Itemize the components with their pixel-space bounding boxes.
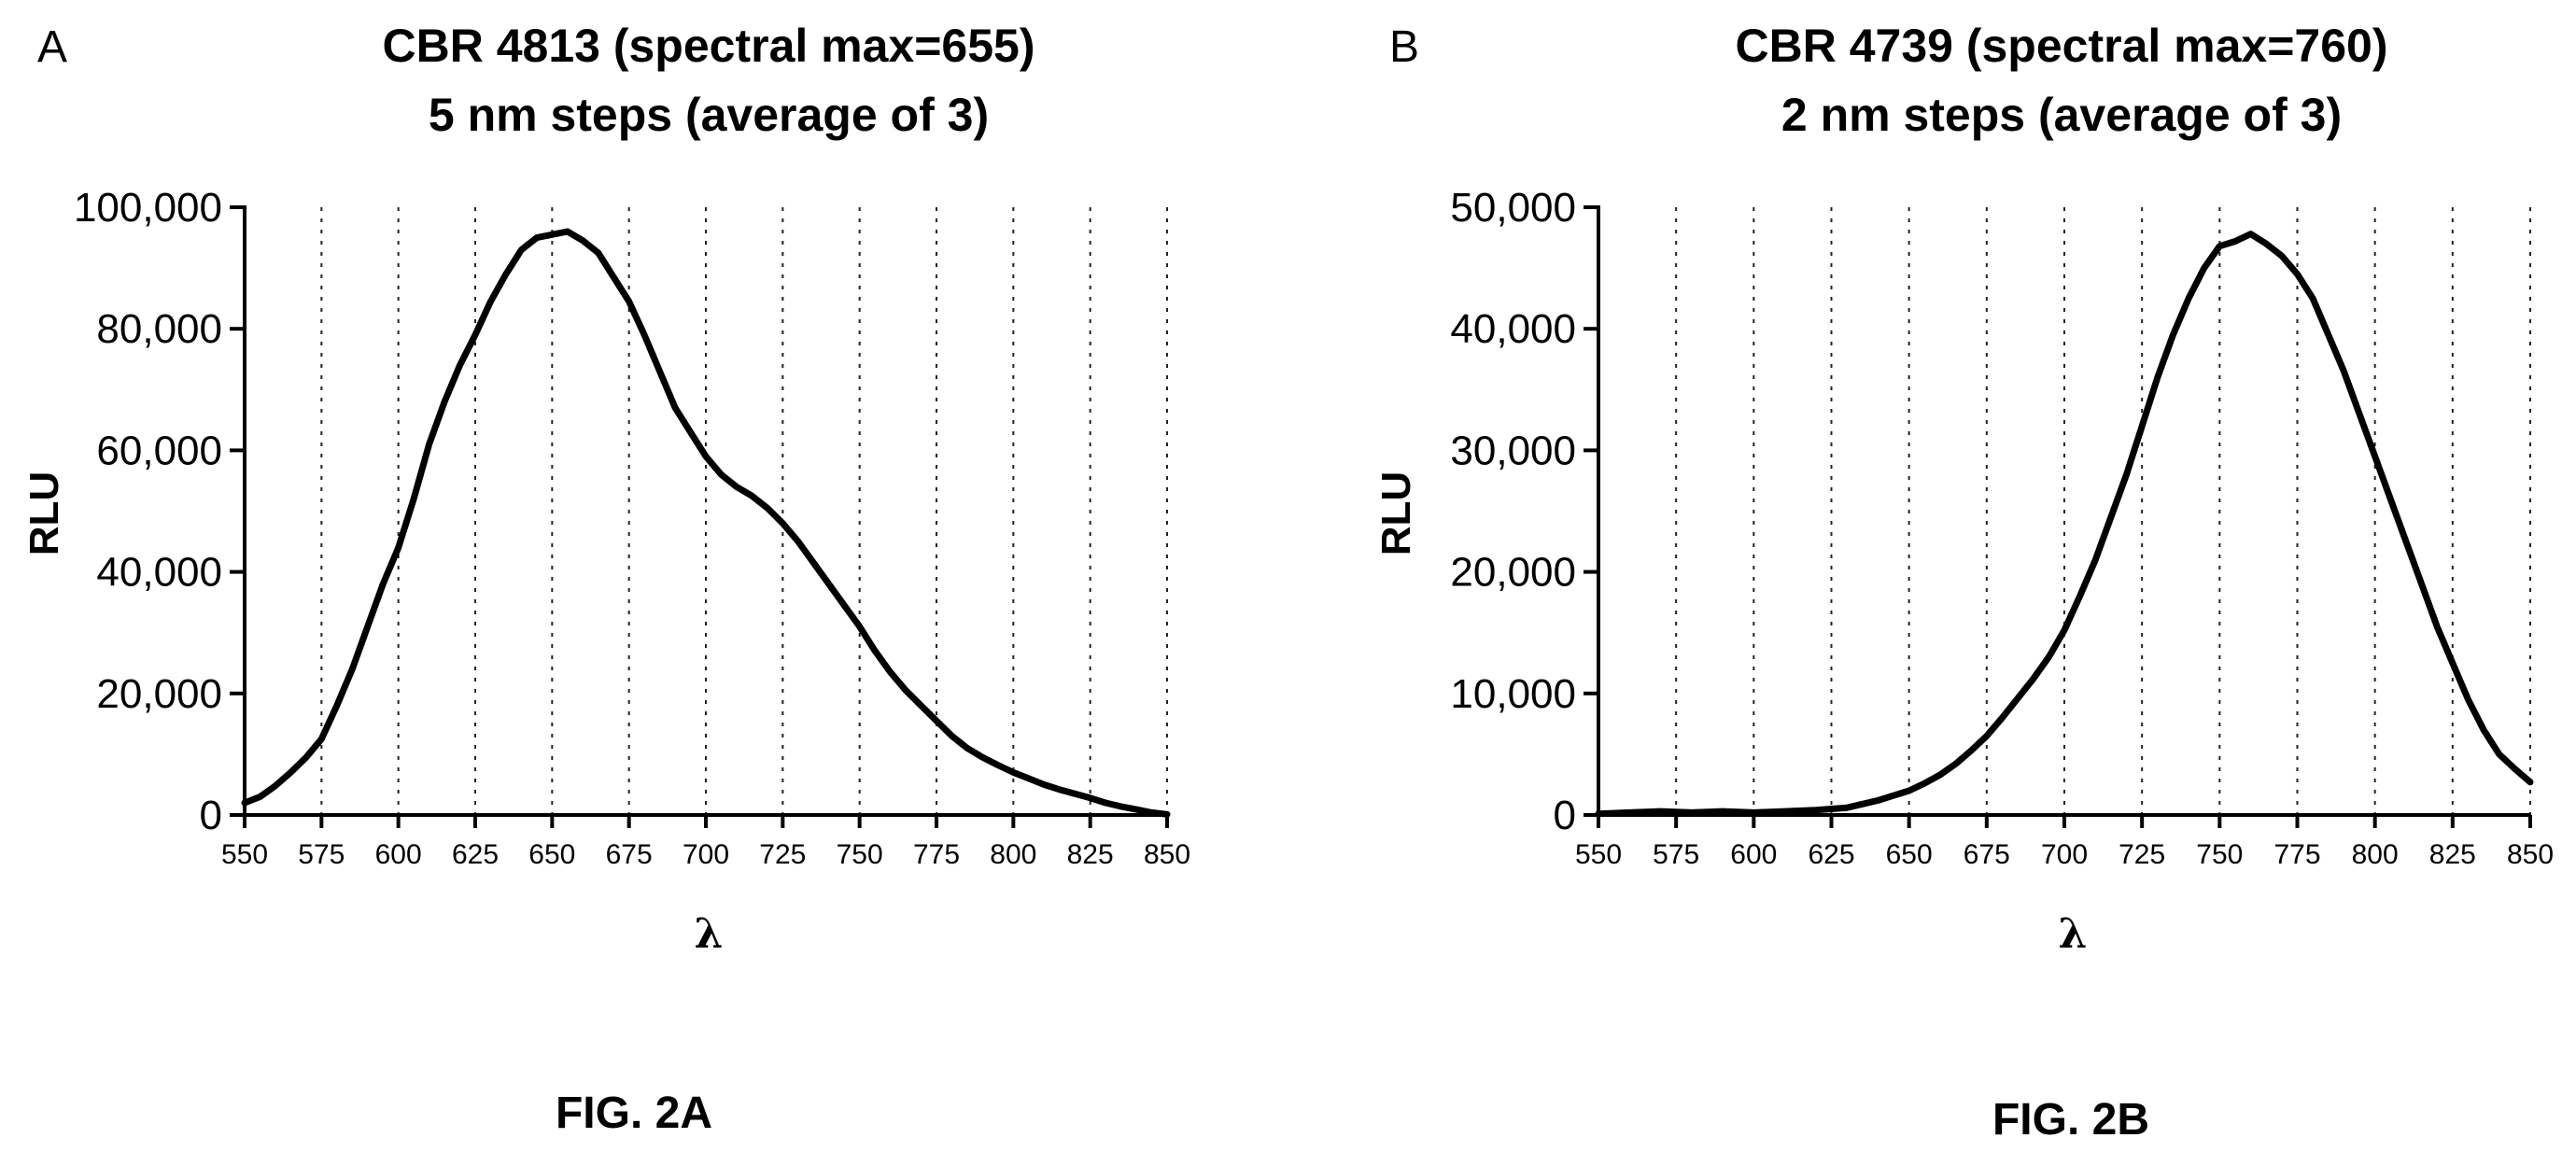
panel-b-x-tick-label: 775: [2273, 839, 2320, 870]
panel-a-y-tick-label: 100,000: [74, 185, 222, 231]
panel-a-letter: A: [37, 22, 67, 72]
panel-a-x-tick-label: 600: [375, 839, 422, 870]
panel-a-x-tick-label: 775: [913, 839, 960, 870]
panel-a-y-tick-label: 20,000: [96, 671, 222, 717]
panel-b-x-tick-label: 650: [1886, 839, 1933, 870]
panel-a-y-tick-label: 40,000: [96, 550, 222, 596]
panel-a-figure-label: FIG. 2A: [556, 1089, 712, 1138]
panel-a-x-tick-label: 625: [452, 839, 499, 870]
panel-b-y-tick-label: 0: [1554, 793, 1576, 838]
panel-b-y-tick-label: 30,000: [1450, 428, 1576, 473]
panel-b-y-tick-label: 10,000: [1450, 671, 1576, 717]
panel-a-y-tick-label: 0: [200, 793, 222, 838]
panel-b-x-tick-label: 825: [2429, 839, 2476, 870]
panel-a-title-line-2: 5 nm steps (average of 3): [429, 89, 989, 141]
panel-b-letter: B: [1389, 22, 1419, 72]
panel-b-y-tick-label: 20,000: [1450, 550, 1576, 596]
panel-a-x-tick-label: 850: [1144, 839, 1190, 870]
panel-a-x-tick-label: 725: [759, 839, 806, 870]
panel-a-x-axis-label: λ: [695, 910, 724, 958]
panel-b-x-tick-label: 750: [2196, 839, 2243, 870]
panel-a-x-tick-label: 575: [298, 839, 345, 870]
panel-b-y-axis-label: RLU: [1373, 471, 1419, 555]
panel-a-title-line-1: CBR 4813 (spectral max=655): [383, 20, 1035, 72]
panel-b-x-tick-label: 575: [1653, 839, 1699, 870]
panel-a-x-tick-label: 825: [1067, 839, 1114, 870]
panel-b-x-tick-label: 700: [2041, 839, 2088, 870]
panel-a-x-tick-label: 550: [221, 839, 268, 870]
panel-b-x-tick-label: 850: [2507, 839, 2554, 870]
panel-a-x-tick-label: 700: [683, 839, 729, 870]
panel-a: A CBR 4813 (spectral max=655) 5 nm steps…: [21, 20, 1190, 1138]
panel-b-figure-label: FIG. 2B: [1992, 1095, 2149, 1145]
panel-b-x-tick-label: 625: [1808, 839, 1854, 870]
panel-b-series-line: [1595, 231, 2534, 818]
panel-b-x-tick-label: 550: [1575, 839, 1622, 870]
panel-b-title-line-1: CBR 4739 (spectral max=760): [1736, 20, 2388, 72]
panel-b-title-line-2: 2 nm steps (average of 3): [1781, 89, 2342, 141]
panel-b-y-tick-label: 50,000: [1450, 185, 1576, 231]
panel-a-y-tick-label: 80,000: [96, 306, 222, 352]
panel-a-y-tick-label: 60,000: [96, 428, 222, 473]
panel-a-series-line: [241, 228, 1171, 818]
panel-a-y-axis-label: RLU: [21, 471, 67, 555]
panel-b-x-axis-label: λ: [2059, 910, 2088, 958]
panel-b-x-tick-label: 725: [2119, 839, 2165, 870]
panel-a-x-tick-label: 750: [837, 839, 883, 870]
panel-b-x-tick-label: 675: [1964, 839, 2010, 870]
panel-a-x-tick-label: 800: [990, 839, 1036, 870]
panel-a-x-tick-label: 675: [606, 839, 653, 870]
panel-b: B CBR 4739 (spectral max=760) 2 nm steps…: [1373, 20, 2554, 1145]
panel-b-x-tick-label: 800: [2352, 839, 2399, 870]
panel-b-y-tick-label: 40,000: [1450, 306, 1576, 352]
panel-a-x-tick-label: 650: [528, 839, 575, 870]
panel-b-x-tick-label: 600: [1730, 839, 1777, 870]
